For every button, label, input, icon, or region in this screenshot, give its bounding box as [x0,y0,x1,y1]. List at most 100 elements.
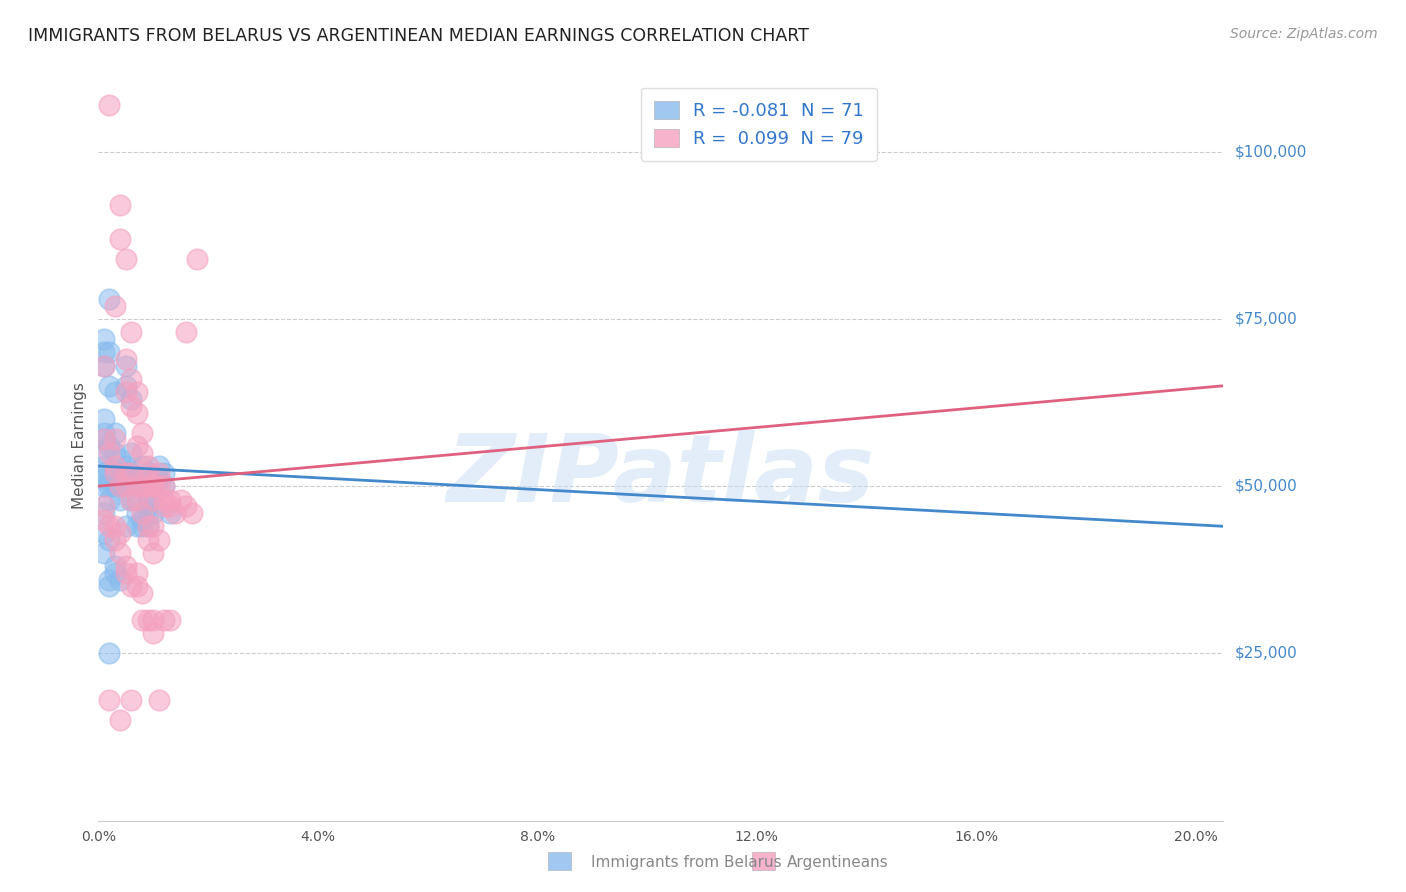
Point [136,533,159,547]
Point [142,479,165,493]
Point [142,506,165,520]
Point [110,466,132,480]
Point [115,479,138,493]
Point [104,466,127,480]
Point [98,646,121,660]
Point [110,546,132,560]
Point [153,613,176,627]
Point [110,492,132,507]
Point [131,519,153,533]
Point [120,479,142,493]
Point [115,252,138,266]
Point [93,458,115,473]
Point [110,714,132,728]
Point [131,446,153,460]
Point [120,492,142,507]
Point [104,566,127,581]
Point [120,492,142,507]
Point [131,586,153,600]
Point [120,399,142,413]
Point [93,466,115,480]
Point [104,466,127,480]
Point [115,473,138,487]
Point [93,433,115,447]
Point [125,519,148,533]
Point [98,446,121,460]
Point [136,500,159,514]
Point [120,325,142,339]
Point [170,492,193,507]
Point [131,613,153,627]
Point [153,492,176,507]
Point [110,452,132,467]
Point [98,439,121,453]
Point [186,252,208,266]
Point [93,526,115,541]
Point [142,492,165,507]
Point [110,231,132,245]
Point [98,292,121,306]
Text: ZIPatlas: ZIPatlas [447,430,875,522]
Point [93,425,115,440]
Point [115,458,138,473]
Point [104,479,127,493]
Point [93,359,115,373]
Point [93,546,115,560]
Point [159,492,181,507]
Text: IMMIGRANTS FROM BELARUS VS ARGENTINEAN MEDIAN EARNINGS CORRELATION CHART: IMMIGRANTS FROM BELARUS VS ARGENTINEAN M… [28,27,808,45]
Point [120,693,142,707]
Point [142,613,165,627]
Point [93,332,115,346]
Point [136,506,159,520]
Point [142,473,165,487]
Point [131,479,153,493]
Point [131,479,153,493]
Point [115,385,138,400]
Text: Source: ZipAtlas.com: Source: ZipAtlas.com [1230,27,1378,41]
Point [148,479,170,493]
Point [98,580,121,594]
Point [131,425,153,440]
Point [93,512,115,526]
Point [125,580,148,594]
Point [98,345,121,359]
Point [110,198,132,212]
Point [104,466,127,480]
Point [115,566,138,581]
Point [153,479,176,493]
Point [148,533,170,547]
Point [93,473,115,487]
Point [104,533,127,547]
Point [93,433,115,447]
Point [120,372,142,386]
Point [115,559,138,574]
Point [125,439,148,453]
Point [125,385,148,400]
Point [125,506,148,520]
Point [136,466,159,480]
Point [115,519,138,533]
Point [93,345,115,359]
Point [142,626,165,640]
Point [104,458,127,473]
Point [153,466,176,480]
Point [93,506,115,520]
Point [148,473,170,487]
Point [120,392,142,407]
Point [98,378,121,392]
Point [115,378,138,392]
Point [104,385,127,400]
Point [159,500,181,514]
Point [104,298,127,313]
Point [110,573,132,587]
Point [136,479,159,493]
Point [98,519,121,533]
Point [125,479,148,493]
Point [110,526,132,541]
Point [180,506,202,520]
Point [131,512,153,526]
Point [131,458,153,473]
Point [148,693,170,707]
Point [98,693,121,707]
Point [110,479,132,493]
